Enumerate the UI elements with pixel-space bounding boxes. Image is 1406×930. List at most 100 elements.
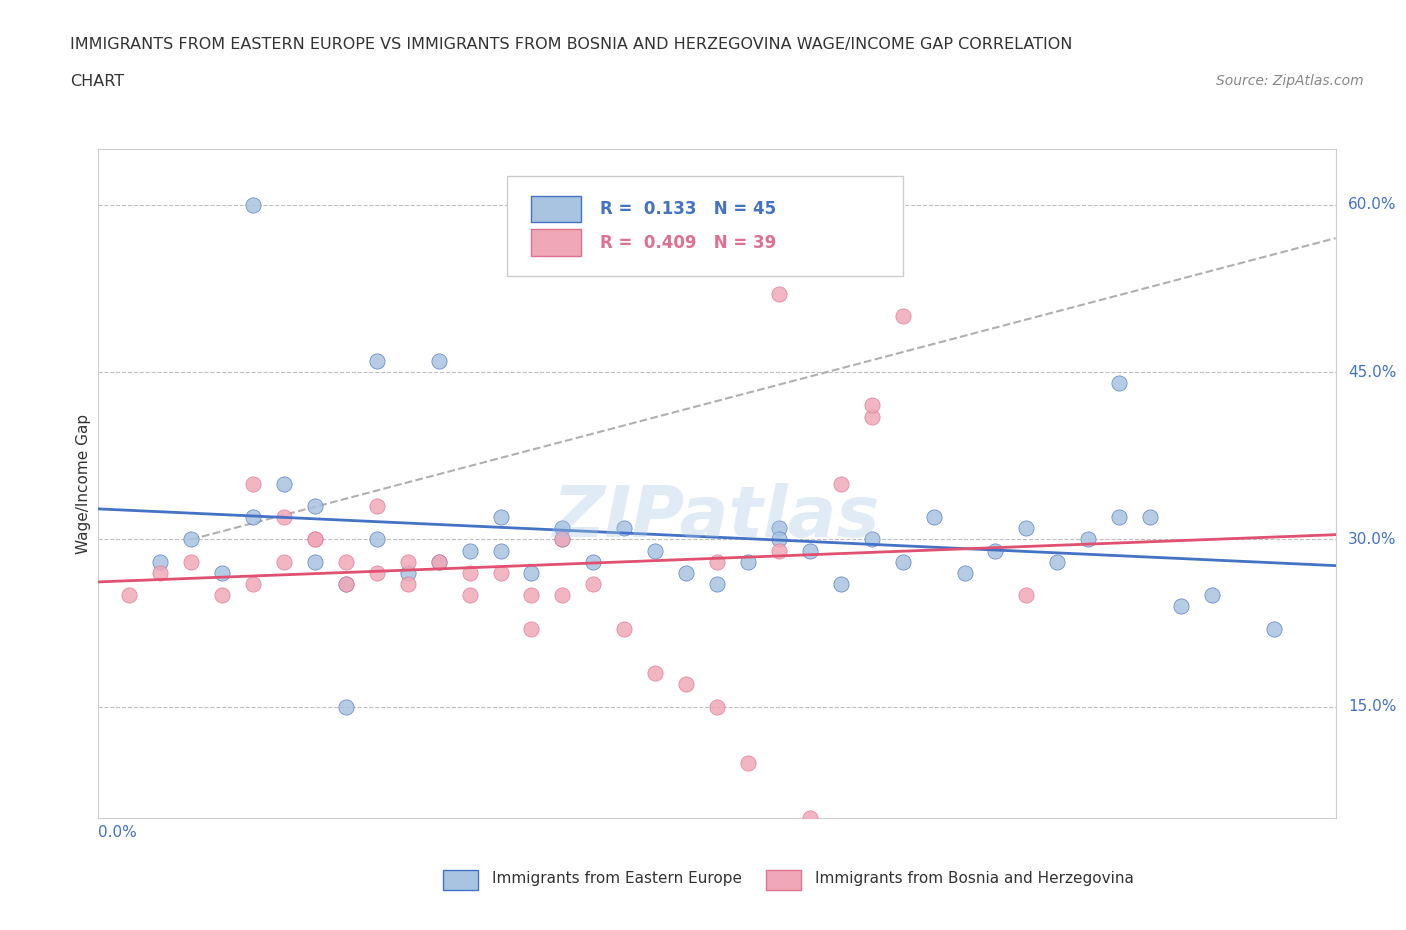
Point	[304, 498, 326, 513]
Point	[891, 554, 914, 569]
Point	[1015, 521, 1038, 536]
Point	[242, 510, 264, 525]
Point	[180, 532, 202, 547]
Point	[799, 543, 821, 558]
Point	[366, 353, 388, 368]
Point	[737, 554, 759, 569]
Point	[1139, 510, 1161, 525]
Y-axis label: Wage/Income Gap: Wage/Income Gap	[76, 414, 91, 553]
Text: 60.0%: 60.0%	[1348, 197, 1396, 212]
Text: 30.0%: 30.0%	[1348, 532, 1396, 547]
Point	[1077, 532, 1099, 547]
Point	[489, 565, 512, 580]
Text: CHART: CHART	[70, 74, 124, 89]
Point	[860, 409, 883, 424]
Text: R =  0.133   N = 45: R = 0.133 N = 45	[599, 200, 776, 218]
Text: 15.0%: 15.0%	[1348, 699, 1396, 714]
Point	[427, 554, 450, 569]
Point	[211, 588, 233, 603]
Point	[520, 621, 543, 636]
Point	[582, 577, 605, 591]
Point	[335, 577, 357, 591]
Point	[273, 554, 295, 569]
Point	[489, 543, 512, 558]
Point	[644, 543, 666, 558]
Point	[860, 532, 883, 547]
Point	[551, 532, 574, 547]
Text: Immigrants from Eastern Europe: Immigrants from Eastern Europe	[492, 871, 742, 886]
Point	[860, 398, 883, 413]
Point	[768, 543, 790, 558]
Point	[1263, 621, 1285, 636]
Point	[551, 532, 574, 547]
Point	[304, 532, 326, 547]
Point	[706, 577, 728, 591]
Point	[304, 532, 326, 547]
Point	[613, 521, 636, 536]
Point	[582, 554, 605, 569]
Text: Source: ZipAtlas.com: Source: ZipAtlas.com	[1216, 74, 1364, 88]
Text: Immigrants from Bosnia and Herzegovina: Immigrants from Bosnia and Herzegovina	[815, 871, 1135, 886]
Point	[768, 286, 790, 301]
Point	[1046, 554, 1069, 569]
Text: 0.0%: 0.0%	[98, 825, 138, 840]
Point	[706, 699, 728, 714]
Point	[830, 476, 852, 491]
Point	[1015, 588, 1038, 603]
Point	[396, 554, 419, 569]
Point	[304, 554, 326, 569]
Point	[1170, 599, 1192, 614]
Point	[335, 554, 357, 569]
Point	[458, 543, 481, 558]
Point	[427, 353, 450, 368]
FancyBboxPatch shape	[531, 195, 581, 222]
Point	[366, 565, 388, 580]
Point	[180, 554, 202, 569]
Point	[149, 565, 172, 580]
Point	[613, 621, 636, 636]
Point	[396, 577, 419, 591]
Point	[366, 532, 388, 547]
Text: ZIPatlas: ZIPatlas	[554, 483, 880, 551]
Point	[799, 811, 821, 826]
Point	[984, 543, 1007, 558]
Point	[149, 554, 172, 569]
Point	[1108, 510, 1130, 525]
Point	[675, 565, 697, 580]
Point	[953, 565, 976, 580]
Point	[273, 476, 295, 491]
Point	[211, 565, 233, 580]
Point	[768, 532, 790, 547]
Point	[1108, 376, 1130, 391]
Point	[520, 588, 543, 603]
Point	[675, 677, 697, 692]
Point	[551, 588, 574, 603]
Point	[706, 554, 728, 569]
Point	[768, 521, 790, 536]
Point	[335, 577, 357, 591]
Text: IMMIGRANTS FROM EASTERN EUROPE VS IMMIGRANTS FROM BOSNIA AND HERZEGOVINA WAGE/IN: IMMIGRANTS FROM EASTERN EUROPE VS IMMIGR…	[70, 37, 1073, 52]
Point	[427, 554, 450, 569]
Point	[737, 755, 759, 770]
Point	[396, 565, 419, 580]
Point	[551, 521, 574, 536]
Point	[922, 510, 945, 525]
Point	[1201, 588, 1223, 603]
Text: R =  0.409   N = 39: R = 0.409 N = 39	[599, 233, 776, 251]
Point	[335, 699, 357, 714]
Point	[644, 666, 666, 681]
Point	[118, 588, 141, 603]
Point	[489, 510, 512, 525]
Point	[242, 476, 264, 491]
Point	[242, 197, 264, 212]
Text: 45.0%: 45.0%	[1348, 365, 1396, 379]
Point	[891, 309, 914, 324]
Point	[458, 588, 481, 603]
Point	[520, 565, 543, 580]
Point	[273, 510, 295, 525]
Point	[458, 565, 481, 580]
Point	[242, 577, 264, 591]
FancyBboxPatch shape	[531, 229, 581, 256]
Point	[830, 577, 852, 591]
FancyBboxPatch shape	[506, 176, 903, 276]
